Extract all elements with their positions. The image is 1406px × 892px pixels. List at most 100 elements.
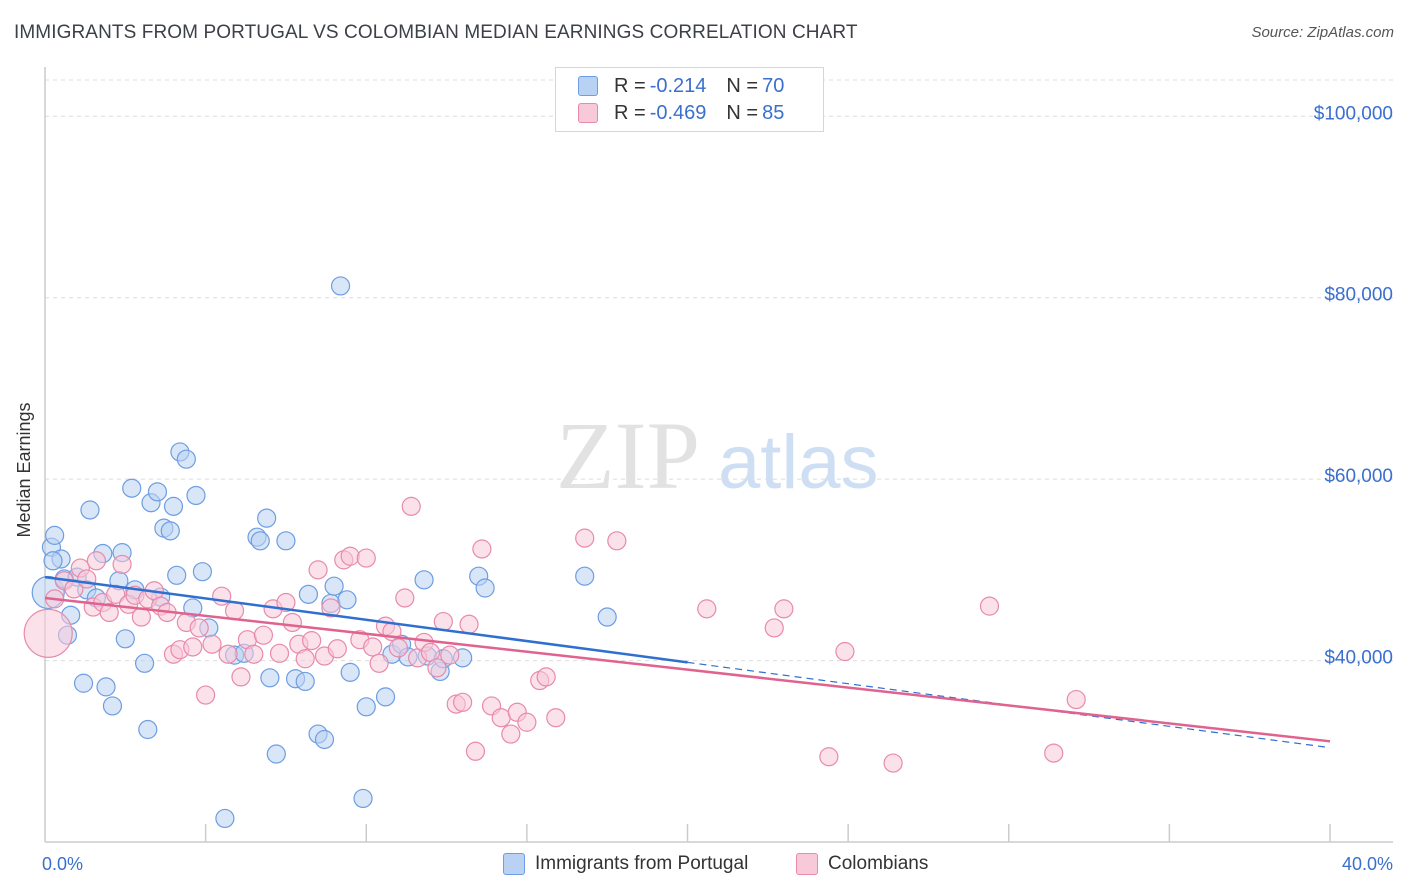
legend-label-colombians: Colombians — [828, 853, 929, 874]
stats-n-value: 85 — [762, 101, 785, 124]
trendline-colombians — [44, 596, 1331, 743]
watermark-zip: ZIP — [556, 402, 700, 509]
point-portugal — [45, 525, 65, 545]
legend-swatch-portugal — [503, 853, 525, 875]
y-tick-label: $100,000 — [1314, 103, 1393, 124]
point-colombians — [427, 658, 447, 678]
point-colombians — [244, 644, 264, 664]
point-portugal — [160, 521, 180, 541]
point-colombians — [23, 608, 73, 658]
point-colombians — [388, 638, 408, 658]
point-colombians — [231, 667, 251, 687]
point-colombians — [189, 618, 209, 638]
point-colombians — [253, 625, 274, 645]
y-tick-label: $60,000 — [1324, 466, 1393, 487]
point-colombians — [369, 653, 389, 673]
y-axis-label-wrap: Median Earnings — [6, 402, 46, 537]
point-portugal — [597, 607, 617, 627]
y-tick-label: $40,000 — [1324, 648, 1393, 669]
point-portugal — [96, 677, 116, 697]
stats-n-value: 70 — [762, 74, 785, 97]
point-colombians — [202, 634, 222, 654]
point-portugal — [298, 584, 319, 604]
stats-row-portugal: R = -0.214 N = 70 — [578, 73, 784, 99]
point-colombians — [308, 560, 328, 580]
legend-item-portugal[interactable]: Immigrants from Portugal — [503, 851, 748, 877]
point-portugal — [122, 478, 142, 498]
point-colombians — [764, 618, 784, 638]
source-credit: Source: ZipAtlas.com — [1251, 24, 1394, 41]
point-colombians — [697, 599, 717, 619]
stats-r-value: -0.214 — [649, 74, 707, 97]
point-portugal — [260, 668, 280, 688]
point-portugal — [375, 687, 396, 707]
point-colombians — [883, 753, 903, 773]
point-portugal — [475, 578, 495, 598]
point-colombians — [1044, 743, 1064, 763]
point-colombians — [575, 528, 595, 548]
point-colombians — [536, 667, 556, 687]
point-colombians — [517, 712, 537, 732]
stats-r-value: -0.469 — [649, 101, 707, 124]
point-portugal — [80, 500, 100, 520]
legend-swatch-colombians — [796, 853, 818, 875]
chart-title: IMMIGRANTS FROM PORTUGAL VS COLOMBIAN ME… — [14, 22, 858, 43]
point-portugal — [340, 662, 360, 682]
point-portugal — [353, 788, 373, 809]
point-portugal — [257, 508, 277, 528]
point-portugal — [192, 562, 213, 582]
tick-labels: $40,000 $60,000 $80,000 $100,000 0.0% 40.0% — [42, 103, 1393, 874]
point-portugal — [73, 673, 94, 693]
point-colombians — [183, 637, 203, 657]
legend-item-colombians[interactable]: Colombians — [796, 851, 928, 877]
point-colombians — [472, 539, 492, 559]
point-portugal — [337, 590, 357, 610]
point-portugal — [250, 531, 270, 551]
point-colombians — [276, 592, 296, 613]
point-colombians — [196, 685, 216, 705]
point-colombians — [356, 548, 376, 568]
point-portugal — [147, 482, 168, 502]
point-colombians — [465, 741, 486, 761]
point-colombians — [131, 607, 151, 627]
point-portugal — [134, 653, 155, 673]
point-colombians — [440, 645, 460, 665]
point-colombians — [363, 637, 383, 657]
y-tick-label: $80,000 — [1324, 285, 1393, 306]
point-portugal — [115, 629, 135, 649]
stats-swatch-portugal — [578, 76, 598, 96]
y-axis-label: Median Earnings — [14, 402, 34, 538]
axes — [44, 67, 1393, 843]
point-colombians — [224, 601, 245, 621]
point-colombians — [218, 644, 238, 664]
point-portugal — [276, 531, 296, 551]
point-portugal — [215, 808, 235, 829]
legend-label-portugal: Immigrants from Portugal — [535, 853, 749, 874]
point-portugal — [295, 671, 315, 692]
point-colombians — [295, 649, 315, 669]
point-colombians — [327, 639, 347, 659]
point-colombians — [302, 631, 322, 651]
point-colombians — [607, 531, 627, 551]
point-colombians — [491, 708, 511, 728]
point-colombians — [1066, 689, 1086, 710]
point-portugal — [414, 570, 434, 590]
point-portugal — [330, 276, 351, 296]
stats-n-label: N = — [726, 74, 759, 97]
point-colombians — [269, 643, 290, 663]
point-portugal — [314, 729, 335, 750]
data-points — [23, 276, 1086, 829]
point-colombians — [86, 551, 107, 571]
trend-lines — [44, 575, 1331, 749]
point-colombians — [819, 747, 839, 767]
point-colombians — [395, 588, 415, 608]
point-portugal — [186, 485, 206, 506]
stats-row-colombians: R = -0.469 N = 85 — [578, 100, 784, 126]
point-portugal — [266, 744, 286, 764]
point-portugal — [176, 449, 196, 469]
point-colombians — [401, 496, 421, 516]
point-colombians — [546, 708, 566, 728]
watermark: ZIP atlas — [556, 402, 879, 509]
point-portugal — [163, 496, 184, 516]
